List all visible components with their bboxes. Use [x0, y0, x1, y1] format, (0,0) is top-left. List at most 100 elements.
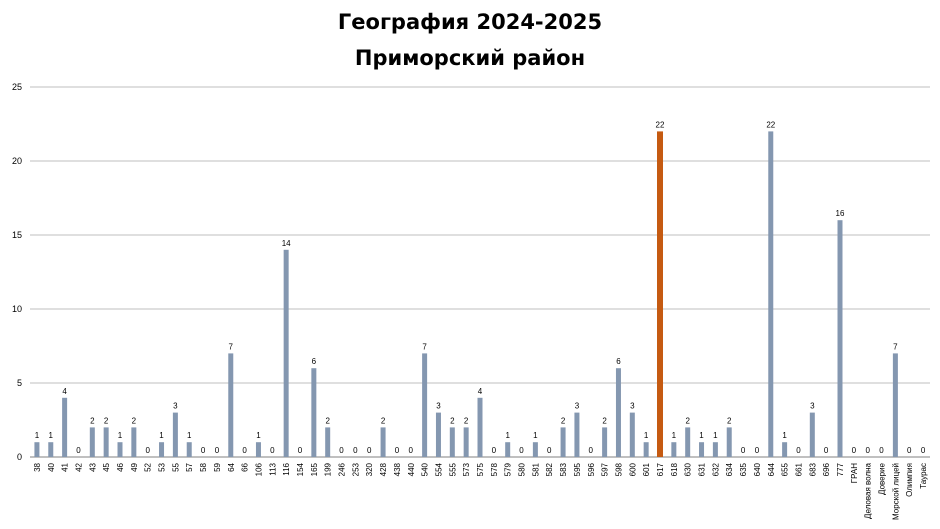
bar-53	[159, 442, 165, 457]
data-label-632: 1	[713, 431, 718, 440]
data-label-Деловая волна: 0	[865, 446, 870, 455]
data-label-579: 1	[505, 431, 510, 440]
x-tick-label: 540	[421, 462, 430, 476]
data-label-580: 0	[519, 446, 524, 455]
data-label-165: 6	[312, 357, 317, 366]
bar-46	[117, 442, 123, 457]
data-label-635: 0	[741, 446, 746, 455]
bar-45	[103, 427, 109, 457]
data-label-597: 2	[602, 416, 607, 425]
data-label-45: 2	[104, 416, 109, 425]
data-label-596: 0	[589, 446, 594, 455]
bar-583	[560, 427, 566, 457]
data-label-66: 0	[242, 446, 247, 455]
data-label-578: 0	[492, 446, 497, 455]
bar-106	[255, 442, 261, 457]
data-label-40: 1	[49, 431, 54, 440]
data-label-246: 0	[339, 446, 344, 455]
data-label-Доверие: 0	[879, 446, 884, 455]
bar-581	[532, 442, 538, 457]
data-label-59: 0	[215, 446, 220, 455]
x-tick-label: 66	[241, 462, 250, 471]
y-tick-label: 5	[17, 378, 22, 388]
bar-Морской лицей	[892, 353, 898, 457]
bar-41	[62, 397, 68, 457]
x-tick-label: 49	[130, 462, 139, 471]
x-tick-label: 64	[227, 462, 236, 471]
bar-634	[726, 427, 732, 457]
data-label-Олимпия: 0	[907, 446, 912, 455]
x-tick-label: 59	[213, 462, 222, 471]
data-label-106: 1	[256, 431, 261, 440]
data-label-52: 0	[145, 446, 150, 455]
x-tick-label: 45	[102, 462, 111, 471]
x-tick-label: 253	[351, 462, 360, 476]
bar-43	[89, 427, 95, 457]
data-label-655: 1	[782, 431, 787, 440]
x-tick-label: Деловая волна	[864, 462, 873, 518]
x-tick-label: Морской лицей	[891, 463, 900, 520]
x-tick-label: 580	[518, 462, 527, 476]
x-tick-label: 46	[116, 462, 125, 471]
x-tick-label: Олимпия	[905, 463, 914, 497]
data-label-253: 0	[353, 446, 358, 455]
x-tick-label: 53	[158, 462, 167, 471]
x-tick-label: 655	[781, 462, 790, 476]
bar-55	[172, 412, 178, 457]
x-tick-label: 55	[171, 462, 180, 471]
x-tick-label: 683	[808, 462, 817, 476]
x-tick-label: 597	[601, 462, 610, 476]
x-tick-label: 618	[670, 462, 679, 476]
x-tick-label: 40	[47, 462, 56, 471]
data-label-199: 2	[325, 416, 330, 425]
x-tick-label: 601	[642, 462, 651, 476]
x-tick-label: 42	[74, 462, 83, 471]
x-tick-label: 246	[338, 462, 347, 476]
x-tick-label: 661	[794, 462, 803, 476]
bar-38	[34, 442, 40, 457]
data-label-581: 1	[533, 431, 538, 440]
x-tick-label: 438	[393, 462, 402, 476]
data-label-540: 7	[422, 342, 427, 351]
x-tick-label: 554	[434, 462, 443, 476]
x-tick-label: 320	[365, 462, 374, 476]
bar-575	[477, 397, 483, 457]
bar-555	[449, 427, 455, 457]
x-tick-label: 199	[324, 462, 333, 476]
data-label-438: 0	[395, 446, 400, 455]
x-tick-label: Доверие	[878, 462, 887, 494]
x-tick-label: 41	[61, 462, 70, 471]
bar-116	[283, 249, 289, 457]
bar-644	[768, 131, 774, 457]
x-tick-label: 630	[684, 462, 693, 476]
x-tick-label: 644	[767, 462, 776, 476]
bar-777	[837, 220, 843, 457]
data-label-49: 2	[132, 416, 137, 425]
data-label-600: 3	[630, 402, 635, 411]
bar-49	[131, 427, 137, 457]
x-tick-label: 575	[476, 462, 485, 476]
data-label-Таурас: 0	[921, 446, 926, 455]
chart-subtitle: Приморский район	[354, 46, 586, 70]
data-label-630: 2	[685, 416, 690, 425]
x-tick-label: 600	[628, 462, 637, 476]
data-label-41: 4	[62, 387, 67, 396]
data-label-777: 16	[836, 209, 845, 218]
x-tick-label: 578	[490, 462, 499, 476]
bar-579	[505, 442, 511, 457]
x-tick-label: ГРАН	[850, 463, 859, 483]
x-tick-label: 106	[254, 462, 263, 476]
x-tick-label: Таурас	[919, 463, 928, 489]
bar-600	[629, 412, 635, 457]
x-tick-label: 696	[822, 462, 831, 476]
bar-595	[574, 412, 580, 457]
y-tick-label: 10	[12, 304, 22, 314]
data-label-634: 2	[727, 416, 732, 425]
bar-630	[685, 427, 691, 457]
data-label-ГРАН: 0	[852, 446, 857, 455]
x-tick-label: 428	[379, 462, 388, 476]
data-label-154: 0	[298, 446, 303, 455]
data-label-428: 2	[381, 416, 386, 425]
